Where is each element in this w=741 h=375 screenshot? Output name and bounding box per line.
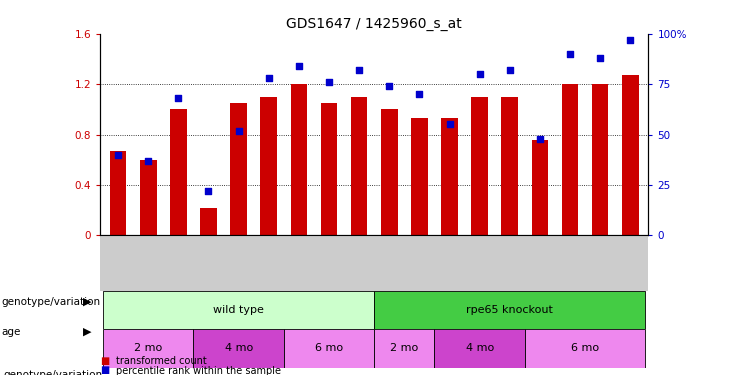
Bar bbox=[622, 75, 639, 236]
Bar bbox=[374, 329, 434, 368]
Bar bbox=[411, 118, 428, 236]
Bar bbox=[381, 110, 398, 236]
Point bbox=[142, 158, 154, 164]
Bar bbox=[525, 329, 645, 368]
Text: 2 mo: 2 mo bbox=[134, 344, 162, 353]
Bar bbox=[471, 97, 488, 236]
Bar bbox=[110, 151, 127, 236]
Text: 6 mo: 6 mo bbox=[571, 344, 599, 353]
Point bbox=[293, 63, 305, 69]
Point bbox=[173, 95, 185, 101]
Bar bbox=[441, 118, 458, 236]
Point bbox=[263, 75, 275, 81]
Bar bbox=[592, 84, 608, 236]
Bar bbox=[140, 160, 156, 236]
Text: ■: ■ bbox=[100, 356, 109, 366]
Title: GDS1647 / 1425960_s_at: GDS1647 / 1425960_s_at bbox=[286, 17, 462, 32]
Bar bbox=[321, 103, 337, 236]
Text: 4 mo: 4 mo bbox=[465, 344, 494, 353]
Bar bbox=[350, 97, 368, 236]
Bar bbox=[103, 291, 374, 329]
Text: ▶: ▶ bbox=[83, 297, 92, 307]
Text: percentile rank within the sample: percentile rank within the sample bbox=[116, 366, 282, 375]
Text: genotype/variation: genotype/variation bbox=[4, 370, 103, 375]
Text: age: age bbox=[1, 327, 21, 337]
Point bbox=[112, 152, 124, 158]
Point bbox=[413, 91, 425, 97]
Bar bbox=[502, 97, 518, 236]
Bar bbox=[290, 84, 308, 236]
Text: wild type: wild type bbox=[213, 305, 264, 315]
Text: rpe65 knockout: rpe65 knockout bbox=[466, 305, 554, 315]
Text: 2 mo: 2 mo bbox=[391, 344, 419, 353]
Bar bbox=[261, 97, 277, 236]
Point bbox=[353, 67, 365, 73]
Point bbox=[473, 71, 485, 77]
Text: 6 mo: 6 mo bbox=[315, 344, 343, 353]
Bar bbox=[374, 291, 645, 329]
Point bbox=[504, 67, 516, 73]
Bar bbox=[200, 208, 217, 236]
Point bbox=[233, 128, 245, 134]
Point bbox=[202, 188, 214, 194]
Point bbox=[564, 51, 576, 57]
Bar bbox=[434, 329, 525, 368]
Bar bbox=[531, 140, 548, 236]
Point bbox=[383, 83, 395, 89]
Point bbox=[323, 79, 335, 85]
Text: 4 mo: 4 mo bbox=[225, 344, 253, 353]
Bar bbox=[230, 103, 247, 236]
Point bbox=[625, 37, 637, 43]
Point bbox=[594, 55, 606, 61]
Text: genotype/variation: genotype/variation bbox=[1, 297, 101, 307]
Text: ■: ■ bbox=[100, 366, 109, 375]
Point bbox=[534, 136, 546, 142]
Text: ▶: ▶ bbox=[83, 327, 92, 337]
Bar bbox=[284, 329, 374, 368]
Bar bbox=[170, 110, 187, 236]
Text: transformed count: transformed count bbox=[116, 356, 207, 366]
Bar bbox=[193, 329, 284, 368]
Bar bbox=[562, 84, 578, 236]
Point bbox=[444, 122, 456, 128]
Bar bbox=[103, 329, 193, 368]
